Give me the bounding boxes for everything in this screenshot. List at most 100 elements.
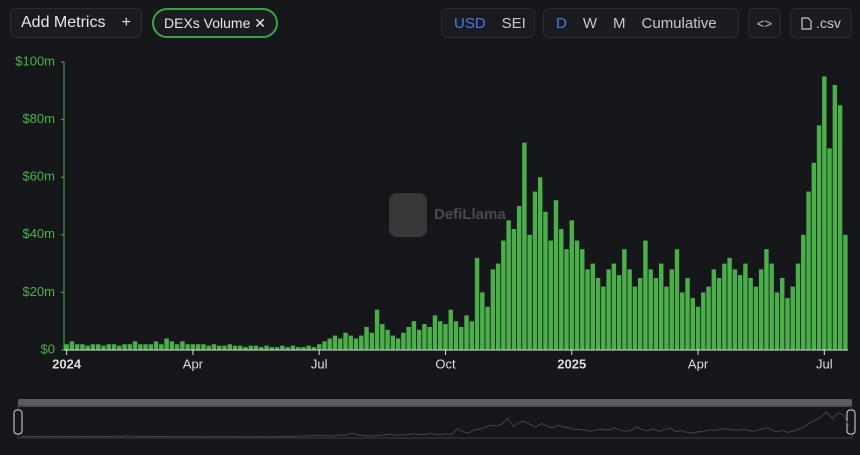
bar bbox=[95, 344, 101, 350]
bar bbox=[806, 191, 811, 350]
bar bbox=[243, 347, 248, 350]
currency-option[interactable]: SEI bbox=[501, 14, 526, 32]
bar bbox=[537, 177, 543, 350]
x-tick-label: Jul bbox=[816, 356, 833, 371]
x-tick-label: Apr bbox=[183, 356, 204, 371]
bar bbox=[580, 249, 585, 350]
csv-button[interactable]: .csv bbox=[790, 8, 852, 38]
bar bbox=[259, 347, 264, 350]
period-option[interactable]: M bbox=[613, 14, 626, 32]
bar bbox=[217, 345, 222, 350]
bar bbox=[480, 292, 485, 350]
bar bbox=[390, 335, 396, 350]
bar bbox=[238, 345, 243, 350]
bar bbox=[443, 324, 448, 350]
bar bbox=[637, 278, 643, 350]
bar bbox=[469, 321, 474, 350]
bar bbox=[632, 286, 638, 350]
bar bbox=[195, 344, 201, 350]
bar bbox=[453, 321, 459, 350]
bar bbox=[159, 344, 164, 350]
bar bbox=[785, 298, 790, 350]
bar bbox=[511, 229, 517, 350]
brush-handle[interactable] bbox=[13, 409, 23, 435]
bar bbox=[227, 344, 232, 350]
bar bbox=[274, 347, 280, 350]
bar bbox=[90, 344, 96, 350]
bar bbox=[743, 263, 748, 350]
bar bbox=[801, 234, 806, 350]
bar bbox=[748, 278, 753, 350]
currency-option[interactable]: USD bbox=[454, 14, 486, 32]
bar bbox=[427, 326, 432, 350]
bar bbox=[101, 345, 106, 350]
bar bbox=[616, 275, 622, 350]
bar bbox=[495, 263, 501, 350]
remove-icon[interactable]: ✕ bbox=[254, 14, 266, 31]
bar bbox=[727, 257, 732, 350]
bar bbox=[569, 220, 574, 350]
bar bbox=[353, 338, 359, 350]
bar bbox=[564, 249, 569, 350]
add-metrics-button[interactable]: Add Metrics + bbox=[10, 8, 142, 38]
bar bbox=[711, 269, 717, 350]
brush-preview bbox=[20, 411, 850, 438]
bar bbox=[653, 278, 659, 350]
watermark: DefiLlama bbox=[389, 193, 506, 237]
metric-label: DEXs Volume bbox=[164, 15, 251, 31]
bar bbox=[311, 347, 317, 350]
bar bbox=[827, 148, 832, 350]
bar bbox=[411, 321, 417, 350]
bar bbox=[532, 191, 538, 350]
bar bbox=[185, 344, 190, 350]
bars bbox=[64, 76, 848, 351]
period-option[interactable]: D bbox=[556, 14, 567, 32]
bar bbox=[395, 338, 401, 350]
bar bbox=[658, 263, 664, 350]
bar bbox=[222, 345, 227, 350]
bar bbox=[285, 347, 290, 350]
bar bbox=[627, 269, 632, 350]
bar bbox=[211, 344, 217, 350]
bar bbox=[343, 332, 348, 350]
bar bbox=[348, 335, 353, 350]
y-tick-label: $20m bbox=[22, 284, 55, 299]
brush-handle[interactable] bbox=[846, 409, 856, 435]
bar bbox=[669, 269, 674, 350]
bar bbox=[138, 344, 143, 350]
bar bbox=[790, 286, 795, 350]
bar bbox=[301, 347, 306, 350]
bar bbox=[117, 345, 122, 350]
bar bbox=[380, 324, 385, 350]
bar bbox=[422, 324, 427, 350]
period-option[interactable]: W bbox=[582, 14, 598, 32]
bar bbox=[306, 345, 311, 350]
bar bbox=[448, 309, 453, 350]
brush-bar[interactable] bbox=[18, 399, 852, 407]
bar bbox=[780, 278, 785, 350]
bar bbox=[559, 229, 564, 350]
bar bbox=[106, 344, 111, 350]
bar bbox=[837, 105, 843, 350]
embed-button[interactable]: <> bbox=[748, 8, 781, 38]
bar bbox=[501, 240, 506, 350]
bar bbox=[758, 269, 764, 350]
bar bbox=[64, 344, 69, 350]
period-option[interactable]: Cumulative bbox=[641, 14, 717, 32]
y-tick-label: $100m bbox=[15, 53, 55, 68]
bar bbox=[674, 249, 680, 350]
add-icon: + bbox=[121, 14, 131, 31]
x-tick-label: 2024 bbox=[52, 356, 82, 371]
x-tick-label: 2025 bbox=[557, 356, 586, 371]
bar bbox=[764, 249, 769, 350]
bar bbox=[527, 234, 532, 350]
bar bbox=[816, 125, 822, 350]
file-icon bbox=[801, 16, 812, 30]
bar bbox=[374, 309, 380, 350]
metric-chip[interactable]: DEXs Volume ✕ bbox=[152, 8, 278, 38]
bar bbox=[385, 329, 390, 350]
bar bbox=[706, 286, 711, 350]
bar bbox=[506, 220, 511, 350]
bar bbox=[364, 326, 369, 350]
